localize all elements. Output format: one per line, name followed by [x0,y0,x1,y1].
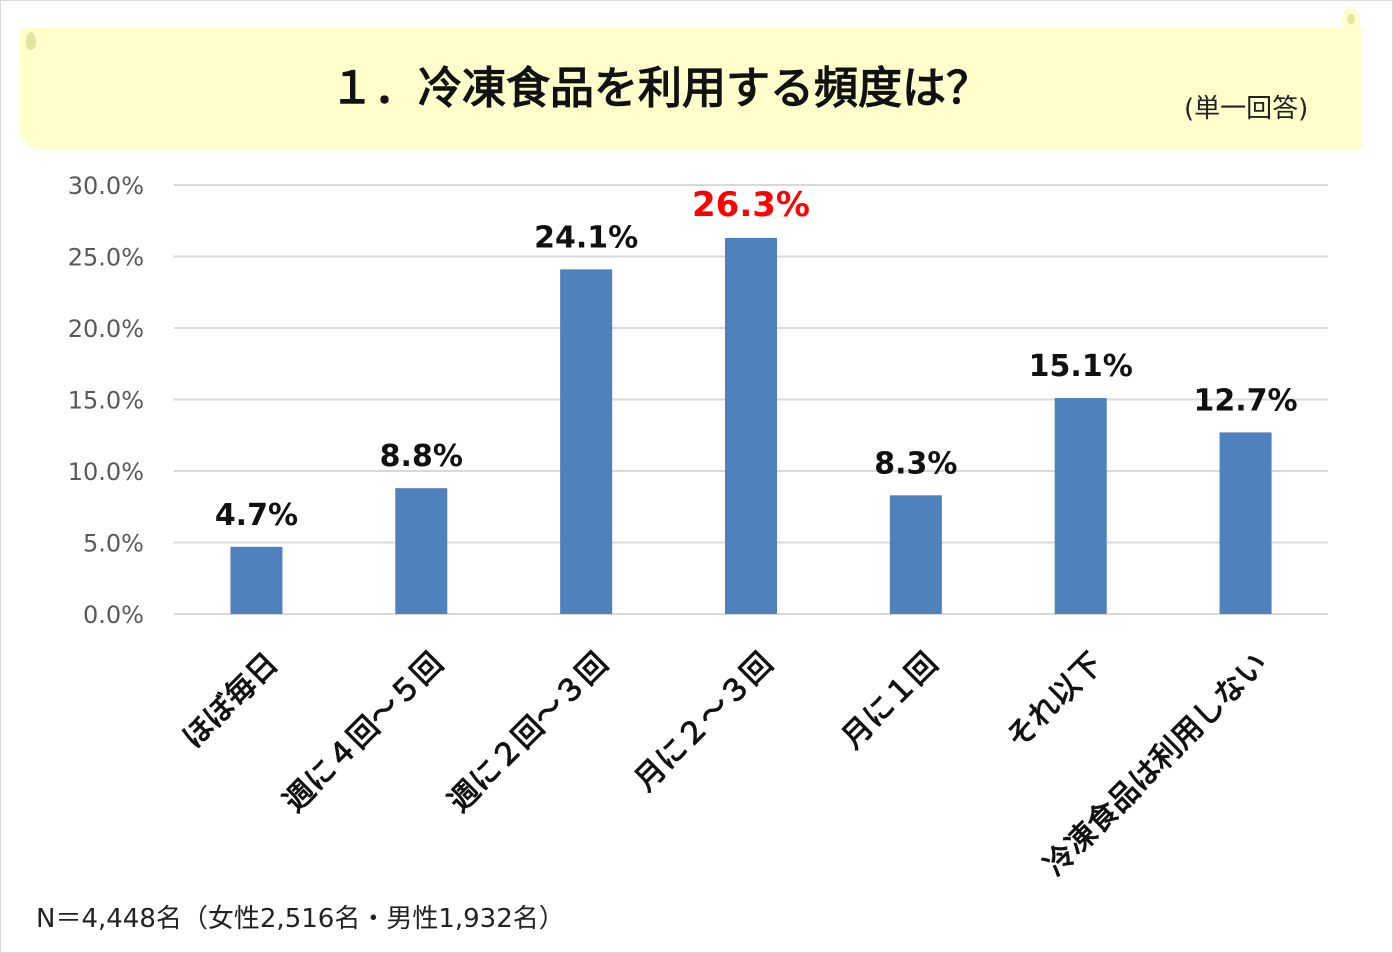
bar [1219,432,1272,614]
banner-curl-left [26,32,36,50]
bar [725,237,777,614]
y-tick-label: 0.0% [83,601,144,629]
chart-title: １．冷凍食品を利用する頻度は？ [330,63,990,114]
data-label: 24.1% [534,220,638,255]
data-label: 15.1% [1029,349,1133,384]
x-category-label: 月に２～３回 [628,646,780,798]
data-label: 26.3% [692,185,810,225]
bars [230,237,1272,614]
data-label: 4.7% [215,498,298,533]
bar [1054,398,1107,614]
y-tick-label: 25.0% [68,244,144,272]
data-label: 8.3% [874,446,957,481]
title-banner [20,28,1362,150]
bar [230,546,283,614]
y-tick-label: 5.0% [83,530,144,558]
banner-curl-right-dot [1347,14,1355,24]
chart-subtitle: (単一回答) [1184,94,1309,124]
x-category-label: ほぼ毎日 [176,646,286,756]
sample-size-note: N＝4,448名（女性2,516名・男性1,932名） [36,904,565,934]
data-label: 12.7% [1194,383,1298,418]
y-tick-label: 15.0% [68,387,144,415]
x-category-label: 月に１回 [835,646,945,756]
y-tick-label: 10.0% [68,458,144,486]
y-axis-tick-labels: 0.0% 5.0% 10.0% 15.0% 20.0% 25.0% 30.0% [68,172,144,629]
y-tick-label: 30.0% [68,172,144,200]
y-tick-label: 20.0% [68,315,144,343]
bar [889,495,942,614]
x-category-label: 週に２回～３回 [442,646,615,819]
data-labels: 4.7% 8.8% 24.1% 26.3% 8.3% 15.1% 12.7% [215,185,1298,533]
x-category-label: 週に４回～５回 [277,646,450,819]
bar [560,269,613,614]
data-label: 8.8% [380,439,463,474]
bar [395,488,448,614]
x-category-label: それ以下 [1000,646,1110,756]
